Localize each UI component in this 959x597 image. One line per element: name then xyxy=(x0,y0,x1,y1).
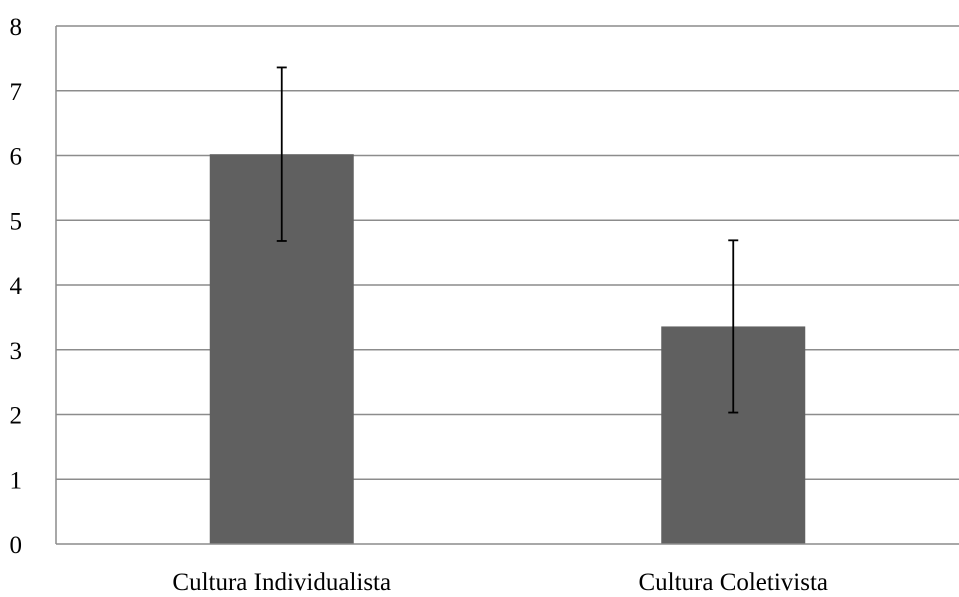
y-tick-label-1: 1 xyxy=(10,467,23,494)
y-tick-label-7: 7 xyxy=(10,79,23,106)
y-tick-label-6: 6 xyxy=(10,144,23,171)
bars xyxy=(209,154,806,544)
axes xyxy=(55,26,959,545)
x-category-label-2: Cultura Coletivista xyxy=(638,569,828,596)
x-category-labels: Cultura Individualista Cultura Coletivist… xyxy=(172,569,828,596)
y-tick-label-5: 5 xyxy=(10,208,23,235)
y-tick-label-0: 0 xyxy=(10,532,23,559)
y-tick-labels: 0 1 2 3 4 5 6 7 8 xyxy=(10,14,23,559)
y-tick-label-3: 3 xyxy=(10,338,23,365)
error-bars xyxy=(276,66,739,414)
x-category-label-1: Cultura Individualista xyxy=(172,569,391,596)
y-tick-label-2: 2 xyxy=(10,403,23,430)
gridlines xyxy=(56,25,959,480)
y-tick-label-8: 8 xyxy=(10,14,23,41)
y-tick-label-4: 4 xyxy=(10,273,23,300)
